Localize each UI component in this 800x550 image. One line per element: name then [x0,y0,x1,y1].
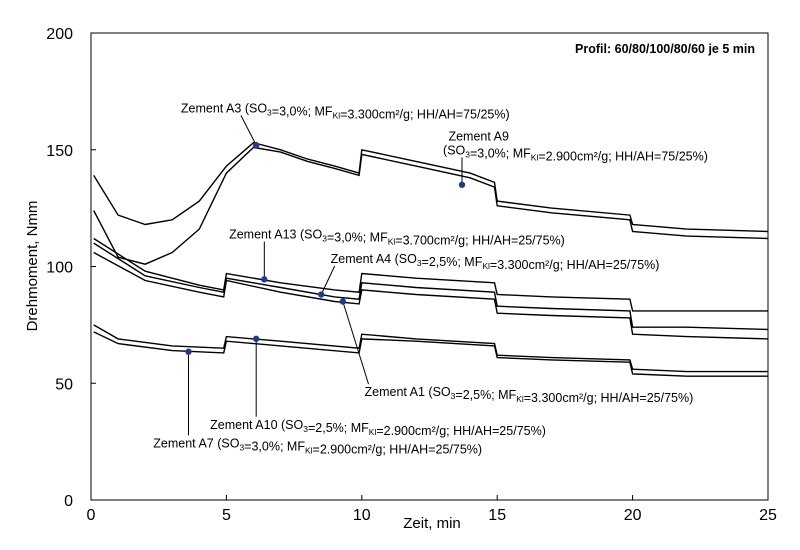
annotation-label: Zement A4 (SO3=2,5%; MFKl=3.300cm²/g; HH… [331,252,660,272]
annotation-marker [458,181,466,188]
annotation-label: Zement A1 (SO3=2,5%; MFKl=3.300cm²/g; HH… [365,385,694,405]
x-axis-title: Zeit, min [403,515,461,532]
annotation-label: (SO3=3,0%; MFKl=2.900cm²/g; HH/AH=75/25%… [443,143,708,163]
annotation-leader-line [240,115,257,146]
y-tick-label: 50 [55,376,73,393]
tick-layer: 0 5 10 15 20 25 0 50 100 150 200 [46,26,777,524]
annotation-leader-line [320,265,336,295]
series-layer [93,141,769,377]
annotation-leader-line [342,301,369,385]
annotation-label: Zement A3 (SO3=3,0%; MFKl=3.300cm²/g; HH… [181,101,510,121]
x-tick-label: 20 [624,507,642,524]
series-line-3 [93,237,768,312]
annotation-layer: Zement A3 (SO3=3,0%; MFKl=3.300cm²/g; HH… [153,101,708,456]
series-line-4 [93,242,769,331]
x-tick-label: 10 [353,507,371,524]
annotation-marker [317,291,325,298]
series-line-7 [93,331,768,377]
x-tick-label: 25 [759,507,777,524]
y-tick-label: 200 [46,26,73,43]
x-tick-label: 0 [87,507,96,524]
x-tick-label: 5 [222,507,231,524]
annotation-label: Zement A13 (SO3=3,0%; MFKl=3.700cm²/g; H… [229,227,565,247]
annotation-marker [261,276,268,283]
annotation-label: Zement A7 (SO3=3,0%; MFKl=2.900cm²/g; HH… [153,436,482,456]
series-line-2 [93,146,769,265]
x-tick-label: 15 [488,507,506,524]
y-axis-title: Drehmoment, Nmm [24,201,41,332]
annotation-label: Zement A9 [448,129,508,143]
annotation-marker [252,141,260,149]
profile-note: Profil: 60/80/100/80/60 je 5 min [575,42,755,56]
y-tick-label: 150 [46,143,73,160]
annotation-label: Zement A10 (SO3=2,5%; MFKl=2.900cm²/g; H… [210,418,546,438]
series-line-5 [93,251,769,340]
annotation-marker [339,298,347,305]
annotation-marker [185,348,192,355]
series-line-6 [93,324,768,373]
y-tick-label: 0 [64,493,73,510]
annotation-marker [252,335,260,343]
y-tick-label: 100 [46,260,73,277]
